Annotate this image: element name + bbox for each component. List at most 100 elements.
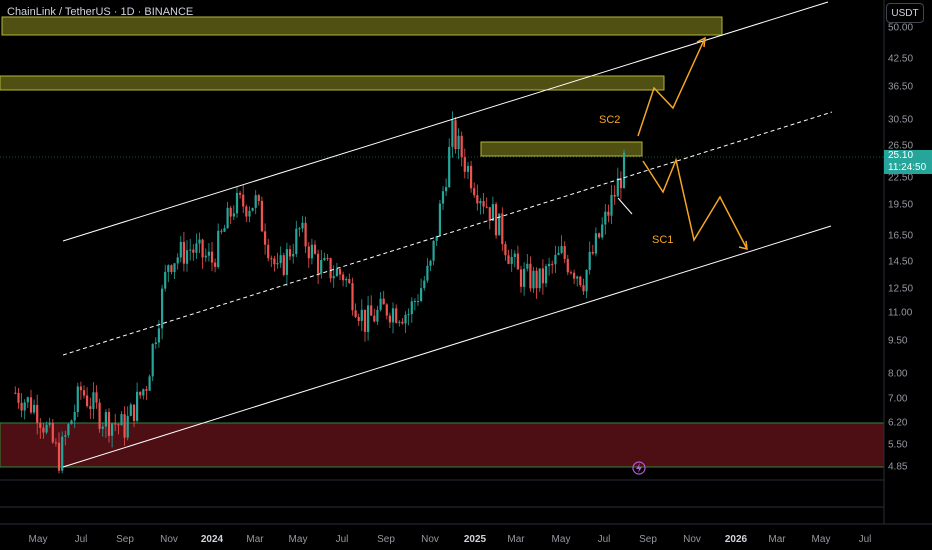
x-tick: Mar: [246, 534, 264, 545]
x-tick: Sep: [116, 534, 134, 545]
y-tick: 36.50: [888, 81, 914, 93]
x-tick: May: [288, 534, 308, 545]
candle-body: [320, 260, 323, 274]
candle-body: [429, 260, 432, 266]
candle-body: [317, 253, 320, 274]
candle-body: [57, 442, 61, 471]
symbol-title: ChainLink / TetherUS · 1D · BINANCE: [7, 6, 194, 18]
x-tick: May: [811, 534, 831, 545]
candle-body: [26, 397, 29, 403]
candle-body: [432, 240, 435, 261]
candle-body: [423, 280, 426, 289]
y-tick: 42.50: [888, 53, 914, 65]
y-tick: 30.50: [888, 114, 914, 126]
candle-body: [61, 436, 64, 471]
candle-body: [39, 423, 42, 428]
candle-body: [273, 258, 276, 265]
candle-body: [329, 258, 332, 279]
candle-body: [541, 268, 544, 284]
sc2-projection-path[interactable]: [637, 37, 706, 137]
candle-body: [457, 135, 460, 149]
candle-body: [235, 192, 239, 214]
candle-body: [270, 258, 273, 260]
candle-body: [354, 310, 357, 317]
supply-zone-top: [1, 16, 723, 36]
candle-body: [139, 391, 142, 396]
candle-body: [529, 263, 532, 289]
candle-body: [176, 257, 179, 264]
sc1-projection-path[interactable]: [642, 157, 748, 250]
candle-body: [295, 228, 298, 254]
candle-body: [582, 285, 585, 292]
x-tick: Jul: [74, 534, 88, 545]
candle-body: [410, 301, 413, 315]
candle-body: [382, 298, 385, 305]
candle-body: [167, 265, 170, 272]
x-tick: Sep: [377, 534, 395, 545]
candle-body: [391, 308, 395, 323]
channel-upper-line[interactable]: [62, 1, 829, 242]
candle-body: [242, 194, 245, 207]
candle-body: [451, 120, 454, 147]
lightning-icon[interactable]: [632, 461, 646, 475]
candle-body: [363, 309, 367, 332]
candle-body: [466, 165, 470, 172]
candle-body: [441, 191, 445, 204]
x-tick-year: 2025: [463, 534, 487, 545]
candle-body: [101, 426, 104, 429]
candle-body: [117, 424, 120, 426]
candle-body: [491, 204, 494, 221]
candle-body: [460, 135, 463, 158]
candle-body: [523, 268, 526, 287]
candle-body: [548, 263, 551, 267]
candle-body: [148, 376, 151, 391]
candle-body: [98, 402, 101, 429]
y-tick: 6.20: [888, 417, 908, 429]
sc2-arrowhead: [696, 36, 706, 48]
candle-body: [357, 317, 360, 321]
x-tick: Jul: [597, 534, 611, 545]
candle-body: [404, 314, 407, 324]
candle-body: [370, 305, 373, 316]
candle-body: [501, 213, 504, 245]
y-tick: 12.50: [888, 283, 914, 295]
candle-body: [48, 422, 51, 425]
currency-button[interactable]: USDT: [886, 3, 924, 23]
candle-body: [488, 207, 491, 221]
candle-body: [276, 263, 279, 265]
candle-body: [173, 263, 176, 273]
candle-body: [519, 269, 523, 287]
candle-body: [254, 195, 257, 208]
candle-body: [485, 206, 488, 208]
candle-body: [260, 200, 263, 232]
candle-body: [292, 253, 295, 257]
y-tick: 22.50: [888, 172, 914, 184]
candle-body: [594, 233, 597, 254]
candle-body: [326, 257, 329, 259]
candle-body: [367, 305, 370, 332]
channel-mid-line[interactable]: [62, 111, 833, 356]
candle-body: [120, 414, 123, 426]
candle-body: [23, 402, 26, 411]
channel-lower-line[interactable]: [62, 225, 832, 468]
candle-body: [36, 404, 39, 424]
candle-body: [229, 207, 232, 217]
candle-body: [76, 386, 79, 412]
x-tick: Nov: [421, 534, 439, 545]
candle-body: [33, 404, 36, 413]
candle-body: [67, 424, 70, 436]
candle-body: [204, 255, 207, 258]
candle-body: [398, 321, 401, 323]
candle-body: [513, 253, 516, 257]
candle-body: [395, 308, 398, 323]
candle-body: [217, 230, 220, 267]
candle-body: [154, 342, 157, 344]
candle-body: [516, 253, 519, 270]
candle-body: [607, 211, 610, 216]
candle-body: [407, 314, 410, 316]
x-tick: Mar: [507, 534, 525, 545]
candle-body: [557, 252, 560, 255]
candle-body: [532, 270, 535, 289]
candle-body: [107, 412, 111, 436]
